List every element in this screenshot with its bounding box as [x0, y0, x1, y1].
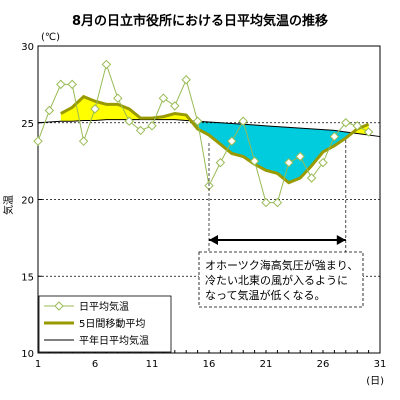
- daily-point-8: [113, 93, 123, 103]
- daily-point-1: [33, 136, 43, 146]
- series-moving-average-line: [60, 94, 370, 185]
- daily-point-2: [44, 105, 55, 116]
- daily-point-10: [135, 125, 146, 136]
- y-unit-label: (℃): [41, 32, 60, 43]
- below-normal-fill: [190, 120, 353, 183]
- series-normal-line: [37, 119, 381, 138]
- y-axis-label: 気温: [2, 195, 15, 215]
- y-tick-label-25: 25: [21, 119, 34, 130]
- daily-point-9: [124, 116, 134, 126]
- daily-point-5: [78, 136, 89, 146]
- x-tick-label-1: 1: [35, 359, 41, 370]
- range-arrow: [208, 139, 347, 305]
- daily-point-15: [192, 116, 203, 126]
- daily-point-30: [363, 127, 374, 137]
- x-tick-label-6: 6: [92, 359, 98, 370]
- daily-point-14: [181, 75, 191, 85]
- daily-point-22: [272, 197, 283, 208]
- daily-point-26: [318, 157, 328, 168]
- daily-point-27: [329, 131, 340, 142]
- x-tick-label-16: 16: [203, 359, 216, 370]
- daily-point-19: [238, 116, 248, 126]
- x-unit-label: (日): [366, 376, 384, 387]
- daily-point-24: [295, 151, 305, 162]
- y-tick-label-10: 10: [21, 349, 34, 360]
- daily-point-11: [147, 121, 157, 131]
- x-tick-label-21: 21: [260, 359, 273, 370]
- daily-point-23: [284, 157, 294, 168]
- legend-label-2: 5日間移動平均: [79, 317, 145, 330]
- y-tick-label-30: 30: [21, 42, 34, 53]
- annotation-frame: [198, 251, 364, 308]
- daily-point-29: [352, 121, 362, 131]
- annotation-text-line: 冷たい北東の風が入るように: [205, 273, 348, 287]
- daily-point-17: [215, 157, 226, 168]
- legend-label-1: 日平均気温: [79, 300, 129, 313]
- daily-point-13: [170, 101, 180, 111]
- daily-point-4: [67, 79, 77, 90]
- daily-point-6: [90, 104, 100, 114]
- chart-title: 8月の日立市役所における日平均気温の推移: [71, 14, 329, 29]
- range-arrow-left-head: [209, 235, 218, 245]
- daily-point-7: [101, 59, 112, 70]
- series-lines: [33, 59, 381, 208]
- x-tick-label-11: 11: [146, 359, 159, 370]
- daily-point-21: [261, 197, 271, 208]
- legend-marker: [54, 301, 64, 311]
- y-tick-label-15: 15: [21, 272, 34, 283]
- range-arrow-right-head: [336, 235, 346, 245]
- annotation-text-line: なって気温が低くなる。: [205, 288, 325, 302]
- daily-point-28: [341, 118, 351, 128]
- daily-point-18: [227, 136, 237, 146]
- x-tick-label-26: 26: [317, 359, 330, 370]
- y-tick-label-20: 20: [21, 196, 34, 207]
- annotation-text-line: オホーツク海高気圧が強まり、: [205, 258, 358, 272]
- daily-point-12: [158, 93, 169, 103]
- daily-point-20: [249, 156, 260, 166]
- daily-point-25: [306, 173, 317, 183]
- daily-point-3: [56, 79, 66, 90]
- x-tick-label-31: 31: [374, 359, 387, 370]
- legend-label-3: 平年日平均気温: [79, 334, 149, 347]
